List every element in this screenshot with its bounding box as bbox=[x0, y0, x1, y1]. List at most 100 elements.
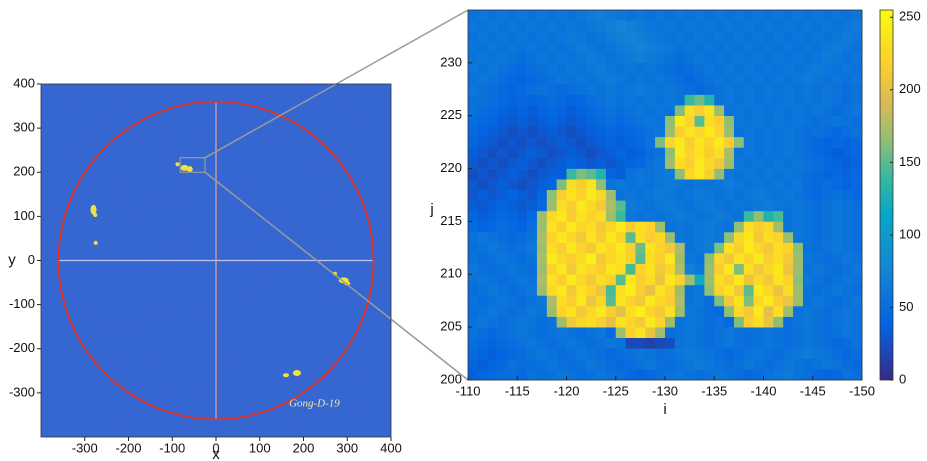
heatmap-cell bbox=[537, 306, 547, 317]
heatmap-cell bbox=[744, 306, 754, 317]
heatmap-cell bbox=[488, 359, 498, 370]
heatmap-cell bbox=[468, 274, 478, 285]
heatmap-cell bbox=[567, 31, 577, 42]
heatmap-cell bbox=[842, 95, 852, 106]
heatmap-cell bbox=[842, 348, 852, 359]
heatmap-cell bbox=[586, 84, 596, 95]
heatmap-cell bbox=[626, 264, 636, 275]
heatmap-cell bbox=[813, 327, 823, 338]
heatmap-cell bbox=[655, 63, 665, 74]
heatmap-cell bbox=[764, 359, 774, 370]
heatmap-cell bbox=[626, 10, 636, 21]
heatmap-cell bbox=[606, 52, 616, 63]
heatmap-cell bbox=[665, 10, 675, 21]
heatmap-cell bbox=[626, 211, 636, 222]
heatmap-cell bbox=[527, 179, 537, 190]
heatmap-cell bbox=[754, 264, 764, 275]
heatmap-cell bbox=[478, 306, 488, 317]
heatmap-cell bbox=[675, 190, 685, 201]
heatmap-cell bbox=[832, 116, 842, 127]
heatmap-cell bbox=[596, 317, 606, 328]
heatmap-cell bbox=[852, 42, 862, 53]
heatmap-cell bbox=[773, 21, 783, 32]
heatmap-cell bbox=[764, 31, 774, 42]
heatmap-cell bbox=[557, 243, 567, 254]
heatmap-cell bbox=[606, 200, 616, 211]
heatmap-cell bbox=[704, 10, 714, 21]
heatmap-cell bbox=[557, 232, 567, 243]
heatmap-cell bbox=[586, 274, 596, 285]
heatmap-cell bbox=[655, 306, 665, 317]
heatmap-cell bbox=[596, 10, 606, 21]
heatmap-cell bbox=[803, 190, 813, 201]
heatmap-cell bbox=[685, 126, 695, 137]
heatmap-cell bbox=[567, 73, 577, 84]
heatmap-cell bbox=[764, 369, 774, 380]
heatmap-cell bbox=[488, 169, 498, 180]
heatmap-cell bbox=[773, 95, 783, 106]
heatmap-cell bbox=[704, 317, 714, 328]
heatmap-cell bbox=[793, 179, 803, 190]
heatmap-cell bbox=[606, 31, 616, 42]
heatmap-cell bbox=[665, 243, 675, 254]
heatmap-cell bbox=[507, 306, 517, 317]
heatmap-cell bbox=[773, 243, 783, 254]
heatmap-cell bbox=[616, 369, 626, 380]
heatmap-cell bbox=[596, 190, 606, 201]
heatmap-cell bbox=[714, 158, 724, 169]
heatmap-cell bbox=[537, 10, 547, 21]
heatmap-cell bbox=[695, 190, 705, 201]
heatmap-cell bbox=[852, 105, 862, 116]
heatmap-cell bbox=[832, 359, 842, 370]
heatmap-cell bbox=[813, 84, 823, 95]
heatmap-cell bbox=[586, 169, 596, 180]
heatmap-cell bbox=[596, 253, 606, 264]
heatmap-cell bbox=[734, 169, 744, 180]
colorbar-tick-label: 0 bbox=[899, 371, 906, 386]
heatmap-cell bbox=[852, 63, 862, 74]
heatmap-cell bbox=[773, 221, 783, 232]
heatmap-cell bbox=[724, 221, 734, 232]
heatmap-cell bbox=[576, 253, 586, 264]
colorbar bbox=[880, 10, 893, 380]
heatmap-cell bbox=[704, 105, 714, 116]
heatmap-cell bbox=[685, 137, 695, 148]
heatmap-cell bbox=[547, 158, 557, 169]
y-tick-label: -100 bbox=[9, 296, 35, 311]
heatmap-cell bbox=[783, 264, 793, 275]
heatmap-cell bbox=[734, 264, 744, 275]
heatmap-cell bbox=[478, 243, 488, 254]
heatmap-cell bbox=[665, 285, 675, 296]
heatmap-cell bbox=[626, 348, 636, 359]
heatmap-cell bbox=[567, 232, 577, 243]
heatmap-cell bbox=[734, 295, 744, 306]
y-tick-label: 225 bbox=[440, 107, 462, 122]
heatmap-cell bbox=[734, 211, 744, 222]
heatmap-cell bbox=[823, 264, 833, 275]
heatmap-cell bbox=[645, 295, 655, 306]
heatmap-cell bbox=[793, 327, 803, 338]
heatmap-cell bbox=[803, 295, 813, 306]
heatmap-cell bbox=[537, 137, 547, 148]
heatmap-cell bbox=[685, 264, 695, 275]
heatmap-cell bbox=[626, 169, 636, 180]
heatmap-cell bbox=[734, 158, 744, 169]
heatmap-cell bbox=[547, 42, 557, 53]
heatmap-cell bbox=[754, 253, 764, 264]
heatmap-cell bbox=[488, 232, 498, 243]
bright-spot bbox=[293, 370, 301, 376]
heatmap-cell bbox=[803, 31, 813, 42]
heatmap-cell bbox=[468, 42, 478, 53]
heatmap-cell bbox=[527, 221, 537, 232]
heatmap-cell bbox=[842, 306, 852, 317]
heatmap-cell bbox=[626, 306, 636, 317]
heatmap-cell bbox=[547, 147, 557, 158]
heatmap-cell bbox=[537, 84, 547, 95]
heatmap-cell bbox=[744, 232, 754, 243]
heatmap-cell bbox=[734, 116, 744, 127]
y-tick-label: 200 bbox=[440, 371, 462, 386]
heatmap-cell bbox=[685, 348, 695, 359]
heatmap-cell bbox=[685, 200, 695, 211]
heatmap-cell bbox=[852, 179, 862, 190]
heatmap-cell bbox=[488, 295, 498, 306]
